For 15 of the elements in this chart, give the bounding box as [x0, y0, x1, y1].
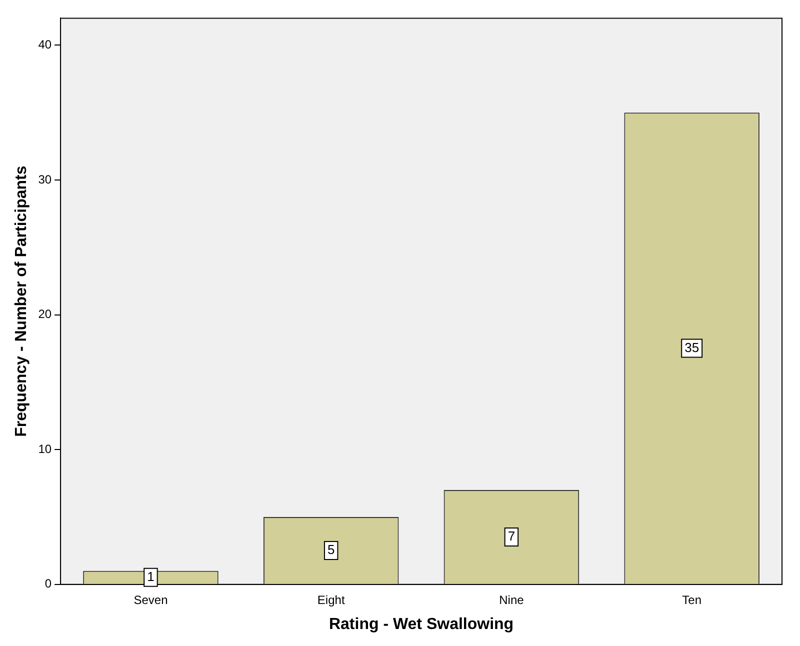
x-tick-label: Eight — [317, 592, 346, 607]
y-tick-label: 40 — [38, 37, 52, 52]
y-tick-label: 0 — [44, 576, 52, 591]
data-label: 7 — [508, 528, 516, 544]
data-label: 5 — [327, 542, 335, 558]
y-tick-label: 10 — [38, 442, 52, 456]
x-axis-title: Rating - Wet Swallowing — [328, 616, 514, 633]
data-label: 35 — [684, 340, 700, 355]
data-label: 1 — [147, 568, 154, 584]
y-tick-label: 30 — [38, 172, 52, 186]
x-tick-label: Seven — [134, 592, 168, 607]
x-tick-label: Ten — [682, 592, 702, 607]
y-tick-label: 20 — [38, 307, 52, 322]
x-tick-label: Nine — [499, 592, 524, 607]
y-axis-title: Frequency - Number of Participants — [13, 166, 30, 437]
